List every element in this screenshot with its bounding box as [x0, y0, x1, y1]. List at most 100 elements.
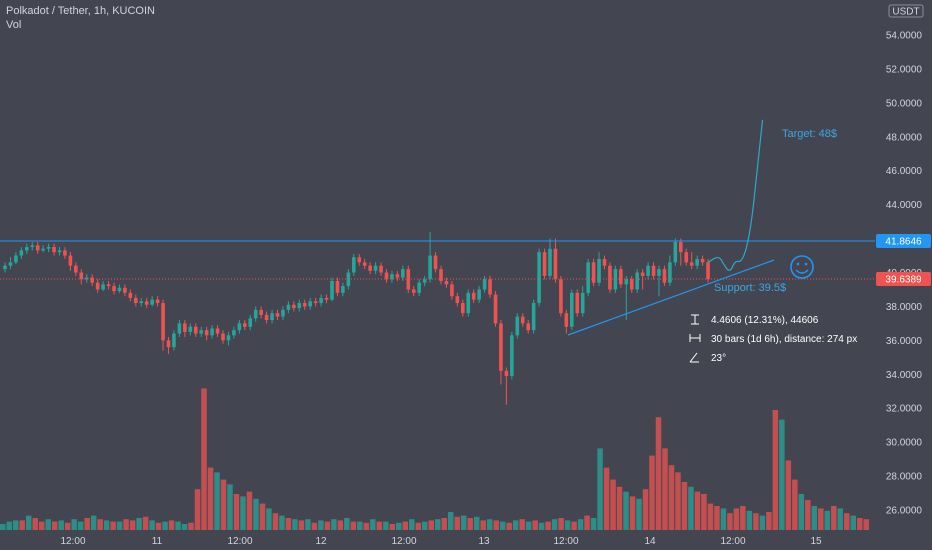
volume-bar	[447, 512, 454, 530]
candle	[570, 289, 574, 331]
volume-bar	[681, 482, 688, 530]
volume-bar	[422, 521, 428, 530]
volume-bar	[285, 518, 292, 530]
measure-angle-text: 23°	[711, 353, 726, 364]
symbol-title[interactable]: Polkadot / Tether, 1h, KUCOIN	[6, 5, 155, 17]
candle	[177, 320, 182, 337]
price-tick-label: 52.0000	[886, 64, 923, 75]
volume-bar	[610, 479, 616, 530]
candle	[35, 241, 40, 254]
candle	[559, 275, 563, 317]
current-price-label: 39.6389	[885, 275, 922, 286]
candle	[313, 297, 318, 307]
candle	[183, 320, 187, 337]
candle	[232, 326, 236, 339]
volume-bar	[409, 519, 415, 530]
volume-bar	[110, 521, 116, 530]
volume-bar	[493, 520, 499, 530]
volume-bar	[71, 519, 77, 530]
measure-price-text: 4.4606 (12.31%), 44606	[711, 315, 819, 326]
projection-path[interactable]	[707, 119, 764, 271]
volume-bar	[772, 410, 779, 530]
candle	[700, 255, 705, 266]
volume-bar	[435, 519, 441, 530]
candle	[651, 262, 656, 280]
candle	[226, 331, 231, 346]
candle	[324, 294, 329, 304]
volume-bar	[577, 519, 584, 530]
volume-bar	[38, 521, 45, 530]
price-tick-label: 28.0000	[886, 472, 923, 483]
volume-bar	[233, 494, 240, 530]
candle	[362, 258, 367, 270]
candle	[14, 252, 18, 265]
candle	[422, 275, 427, 287]
volume-bar	[740, 506, 746, 530]
volume-bar	[428, 520, 434, 530]
candle	[602, 255, 607, 270]
support-trendline[interactable]	[567, 259, 775, 336]
candle	[264, 311, 269, 324]
volume-bar	[175, 521, 181, 530]
volume-bar	[460, 515, 467, 530]
candle	[308, 297, 312, 310]
time-tick-label: 12:00	[227, 536, 252, 547]
volume-bar	[584, 515, 590, 530]
candle	[488, 275, 492, 298]
candle	[30, 241, 35, 251]
volume-bar	[142, 516, 149, 530]
candle	[259, 306, 263, 319]
candle	[537, 248, 541, 307]
volume-indicator-label[interactable]: Vol	[6, 19, 22, 31]
candle	[619, 265, 623, 288]
candle	[281, 306, 285, 320]
volume-bar	[857, 518, 863, 530]
volume-bar	[785, 460, 792, 530]
time-axis[interactable]: 12:00 11 12:00 12 12:00 13 12:00 14 12:00 15	[60, 536, 822, 547]
volume-bar	[662, 448, 668, 530]
volume-bar	[116, 521, 123, 530]
candle	[482, 275, 487, 293]
candle	[499, 320, 503, 385]
volume-bar	[396, 522, 402, 530]
volume-bar	[266, 508, 272, 530]
volume-bar	[201, 388, 207, 530]
measure-bars-text: 30 bars (1d 6h), distance: 274 px	[711, 334, 857, 345]
volume-bar	[253, 498, 259, 530]
candle	[3, 262, 7, 273]
resistance-price-label: 41.8646	[885, 237, 922, 248]
volume-bar	[311, 522, 318, 530]
volume-bar	[25, 515, 32, 530]
volume-bar	[506, 522, 512, 530]
candle	[237, 320, 242, 334]
candle	[330, 277, 334, 302]
candle	[428, 231, 432, 283]
candle	[646, 262, 650, 280]
volume-bar	[181, 524, 188, 530]
volume-bar	[383, 521, 389, 530]
candle	[41, 245, 45, 253]
candle	[455, 292, 460, 307]
candle	[357, 253, 362, 266]
candle	[580, 286, 585, 317]
candle	[635, 269, 639, 293]
candle	[510, 331, 514, 380]
volume-bar	[714, 506, 720, 530]
volume-bar	[168, 520, 175, 530]
volume-bar	[402, 521, 409, 530]
candle	[401, 265, 405, 281]
candle	[673, 238, 678, 266]
candle	[553, 238, 558, 283]
volume-bar	[220, 479, 227, 530]
candle	[112, 282, 116, 295]
volume-bar	[415, 522, 422, 530]
volume-bar	[227, 484, 233, 530]
candle	[106, 280, 111, 290]
resistance-price-badge: 41.8646	[876, 234, 931, 248]
candle	[624, 275, 629, 320]
volume-bar	[545, 521, 551, 530]
candle	[411, 286, 416, 297]
price-tick-label: 34.0000	[886, 370, 923, 381]
volume-bar	[707, 503, 714, 530]
